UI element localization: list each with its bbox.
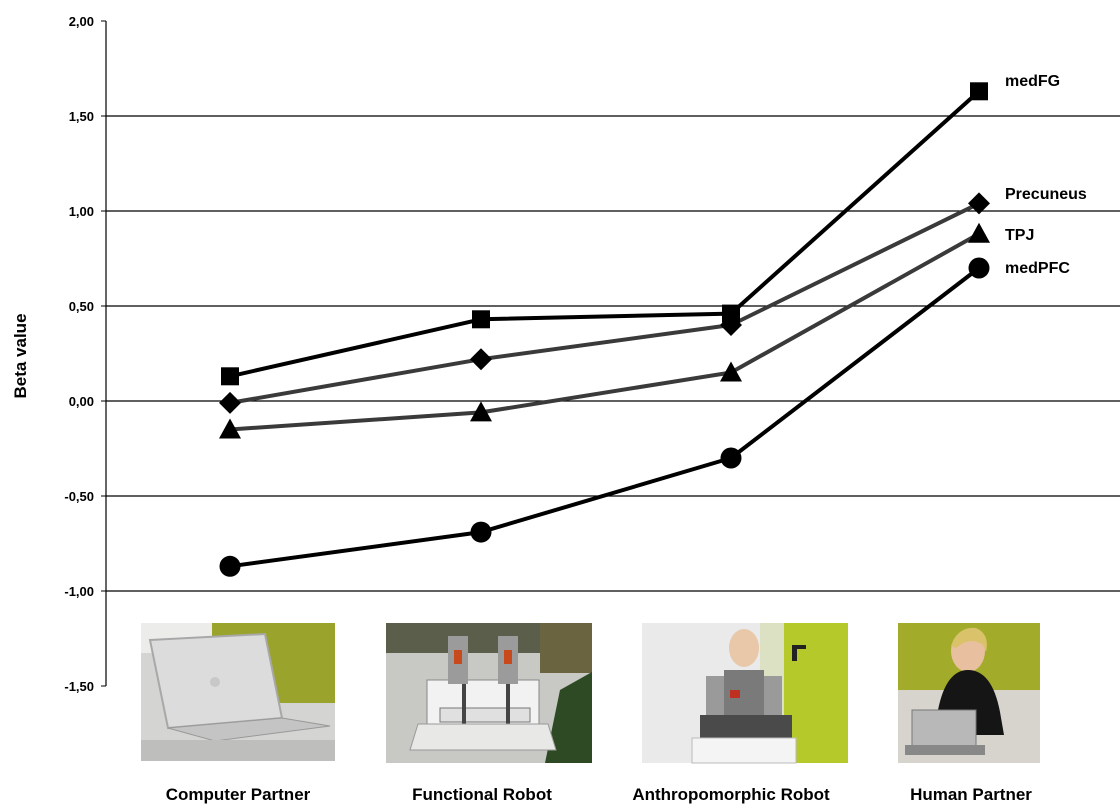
gridlines: [106, 116, 1120, 591]
data-point-medpfc: [471, 522, 492, 543]
data-point-precuneus: [470, 348, 492, 370]
series-line-tpj: [230, 234, 979, 430]
y-tick-label: -0,50: [64, 489, 94, 504]
series-line-medfg: [230, 91, 979, 376]
series-lines: [230, 91, 979, 566]
series-line-medpfc: [230, 268, 979, 566]
data-point-medfg: [221, 367, 239, 385]
category-photo-anthropomorphic-robot: [642, 623, 848, 763]
category-label-functional-robot: Functional Robot: [412, 785, 552, 804]
y-tick-label: -1,50: [64, 679, 94, 694]
data-point-medfg: [970, 82, 988, 100]
y-axis: [101, 21, 106, 686]
category-label-human-partner: Human Partner: [910, 785, 1032, 804]
data-point-medpfc: [969, 258, 990, 279]
y-tick-label: 0,50: [69, 299, 94, 314]
category-photo-human-partner: [898, 623, 1040, 763]
y-tick-label: 1,00: [69, 204, 94, 219]
data-point-medfg: [472, 310, 490, 328]
y-tick-label: -1,00: [64, 584, 94, 599]
series-line-precuneus: [230, 203, 979, 403]
series-label-tpj: TPJ: [1005, 227, 1034, 244]
category-photo-computer: [141, 623, 335, 761]
data-point-medpfc: [220, 556, 241, 577]
series-label-medfg: medFG: [1005, 73, 1060, 90]
y-tick-label: 2,00: [69, 14, 94, 29]
series-label-precuneus: Precuneus: [1005, 186, 1087, 203]
series-label-medpfc: medPFC: [1005, 260, 1070, 277]
category-photo-functional-robot: [386, 623, 592, 763]
y-axis-title: Beta value: [11, 313, 30, 398]
data-point-precuneus: [219, 392, 241, 414]
data-point-tpj: [720, 362, 742, 382]
category-label-anthropomorphic-robot: Anthropomorphic Robot: [632, 785, 830, 804]
category-label-computer-partner: Computer Partner: [166, 785, 311, 804]
y-tick-label: 1,50: [69, 109, 94, 124]
data-point-tpj: [968, 223, 990, 243]
y-tick-label: 0,00: [69, 394, 94, 409]
y-tick-labels: 2,00 1,50 1,00 0,50 0,00 -0,50 -1,00 -1,50: [64, 14, 94, 694]
series-markers: [219, 82, 990, 577]
data-point-medpfc: [721, 448, 742, 469]
